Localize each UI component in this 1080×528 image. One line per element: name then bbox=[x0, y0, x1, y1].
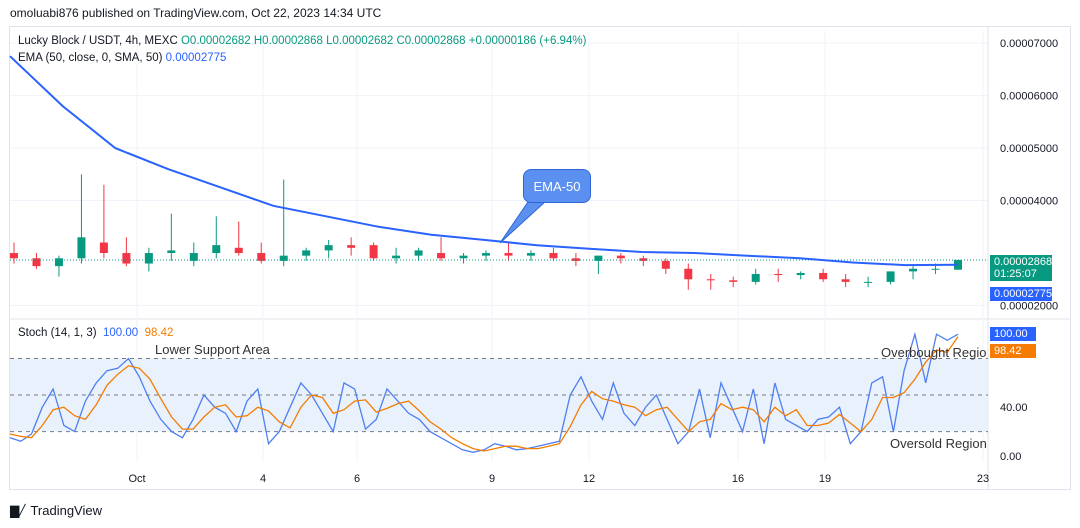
stoch-band bbox=[10, 358, 988, 433]
candle-body bbox=[99, 242, 108, 254]
time-tick-label: 4 bbox=[260, 473, 266, 485]
time-tick-label: 12 bbox=[583, 473, 595, 485]
candle-body bbox=[234, 247, 243, 254]
candle-body bbox=[437, 253, 446, 259]
candle-body bbox=[616, 255, 625, 259]
time-tick-label: 6 bbox=[354, 473, 360, 485]
candle-body bbox=[549, 253, 558, 259]
candle-body bbox=[706, 279, 715, 281]
chart-frame bbox=[9, 26, 1071, 490]
candle-body bbox=[482, 253, 490, 256]
candle-body bbox=[77, 237, 86, 259]
candle-body bbox=[369, 245, 378, 259]
stoch-k-line bbox=[9, 331, 959, 453]
ema-value: 0.00002775 bbox=[165, 52, 227, 64]
lower-support-annotation: Lower Support Area bbox=[155, 342, 270, 357]
candle-body bbox=[279, 255, 288, 261]
price-tick-label: 0.00006000 bbox=[1000, 91, 1058, 103]
candle-body bbox=[189, 253, 198, 261]
ema-label: EMA (50, close, 0, SMA, 50) bbox=[18, 52, 163, 64]
stoch-k-tag: 100.00 bbox=[990, 327, 1036, 341]
ema-price-tag: 0.00002775 bbox=[990, 287, 1052, 301]
candles bbox=[10, 174, 988, 290]
candle-body bbox=[144, 253, 153, 264]
stoch-d-tag: 98.42 bbox=[990, 344, 1036, 358]
candle-body bbox=[257, 253, 266, 261]
stoch-tick-label: 40.00 bbox=[1000, 402, 1028, 414]
ema-price-value: 0.00002775 bbox=[994, 288, 1053, 300]
candle-body bbox=[504, 253, 513, 256]
candle-body bbox=[751, 274, 760, 282]
stoch-d-value: 98.42 bbox=[144, 327, 174, 339]
candle-body bbox=[392, 255, 401, 259]
candle-body bbox=[886, 271, 895, 282]
price-tick-label: 0.00004000 bbox=[1000, 196, 1058, 208]
candle-body bbox=[841, 279, 850, 282]
countdown-value: 01:25:07 bbox=[994, 268, 1037, 280]
candle-body bbox=[931, 268, 940, 270]
candle-body bbox=[819, 272, 828, 280]
candle-body bbox=[594, 255, 603, 261]
ema-callout: EMA-50 bbox=[523, 169, 591, 203]
candle-body bbox=[774, 274, 783, 276]
stoch-lines bbox=[9, 331, 959, 453]
price-tick-label: 0.00002000 bbox=[1000, 301, 1058, 313]
candle-body bbox=[459, 255, 468, 259]
axes: 0.00007000 0.00006000 0.00005000 0.00004000… bbox=[128, 38, 1058, 485]
time-tick-label: 23 bbox=[977, 473, 989, 485]
ema-50-line bbox=[9, 55, 959, 267]
candle-body bbox=[10, 253, 18, 259]
stoch-label: Stoch (14, 1, 3) bbox=[18, 327, 97, 339]
candle-body bbox=[302, 250, 311, 256]
stoch-d-tag-value: 98.42 bbox=[994, 345, 1022, 357]
ohlc-readout: O0.00002682 H0.00002868 L0.00002682 C0.0… bbox=[180, 35, 587, 47]
brand-label: TradingView bbox=[30, 503, 102, 518]
time-tick-label: 9 bbox=[489, 473, 495, 485]
candle-body bbox=[212, 245, 221, 254]
price-legend: Lucky Block / USDT, 4h, MEXC O0.00002682… bbox=[18, 35, 586, 47]
price-tick-label: 0.00005000 bbox=[1000, 143, 1058, 155]
ema-callout-label: EMA-50 bbox=[533, 178, 581, 194]
candle-body bbox=[414, 250, 423, 256]
candle-body bbox=[347, 245, 356, 248]
candle-body bbox=[167, 250, 176, 254]
stoch-k-value: 100.00 bbox=[103, 327, 139, 339]
time-tick-label: 19 bbox=[819, 473, 831, 485]
time-tick-label: 16 bbox=[732, 473, 744, 485]
candle-body bbox=[909, 268, 918, 272]
symbol-label: Lucky Block / USDT, 4h, MEXC bbox=[18, 35, 178, 47]
time-tick-label: Oct bbox=[128, 473, 145, 485]
stoch-tick-label: 0.00 bbox=[1000, 451, 1021, 463]
oversold-annotation: Oversold Region bbox=[890, 436, 987, 451]
last-price-tag: 0.00002868 01:25:07 bbox=[990, 255, 1052, 281]
candle-body bbox=[571, 258, 580, 261]
footer: ▇╱ TradingView bbox=[10, 503, 102, 518]
candle-body bbox=[684, 268, 693, 280]
candle-body bbox=[32, 258, 41, 267]
overbought-annotation: Overbought Region bbox=[881, 345, 987, 360]
stoch-d-line bbox=[9, 336, 959, 452]
stoch-k-tag-value: 100.00 bbox=[994, 328, 1028, 340]
publish-line: omoluabi876 published on TradingView.com… bbox=[10, 6, 382, 20]
candle-body bbox=[526, 253, 535, 256]
candle-body bbox=[324, 245, 333, 251]
tradingview-logo-icon: ▇╱ bbox=[10, 503, 25, 518]
price-tick-label: 0.00007000 bbox=[1000, 38, 1058, 50]
candle-body bbox=[864, 281, 873, 283]
candle-body bbox=[796, 272, 805, 276]
candle-body bbox=[729, 280, 738, 282]
ema-line bbox=[9, 55, 959, 267]
last-price-value: 0.00002868 bbox=[994, 256, 1053, 268]
candle-body bbox=[661, 260, 670, 269]
ema-legend: EMA (50, close, 0, SMA, 50) 0.00002775 bbox=[18, 52, 226, 64]
candle-body bbox=[122, 253, 131, 264]
candle-body bbox=[54, 258, 63, 267]
stoch-legend: Stoch (14, 1, 3) 100.00 98.42 bbox=[18, 327, 173, 339]
